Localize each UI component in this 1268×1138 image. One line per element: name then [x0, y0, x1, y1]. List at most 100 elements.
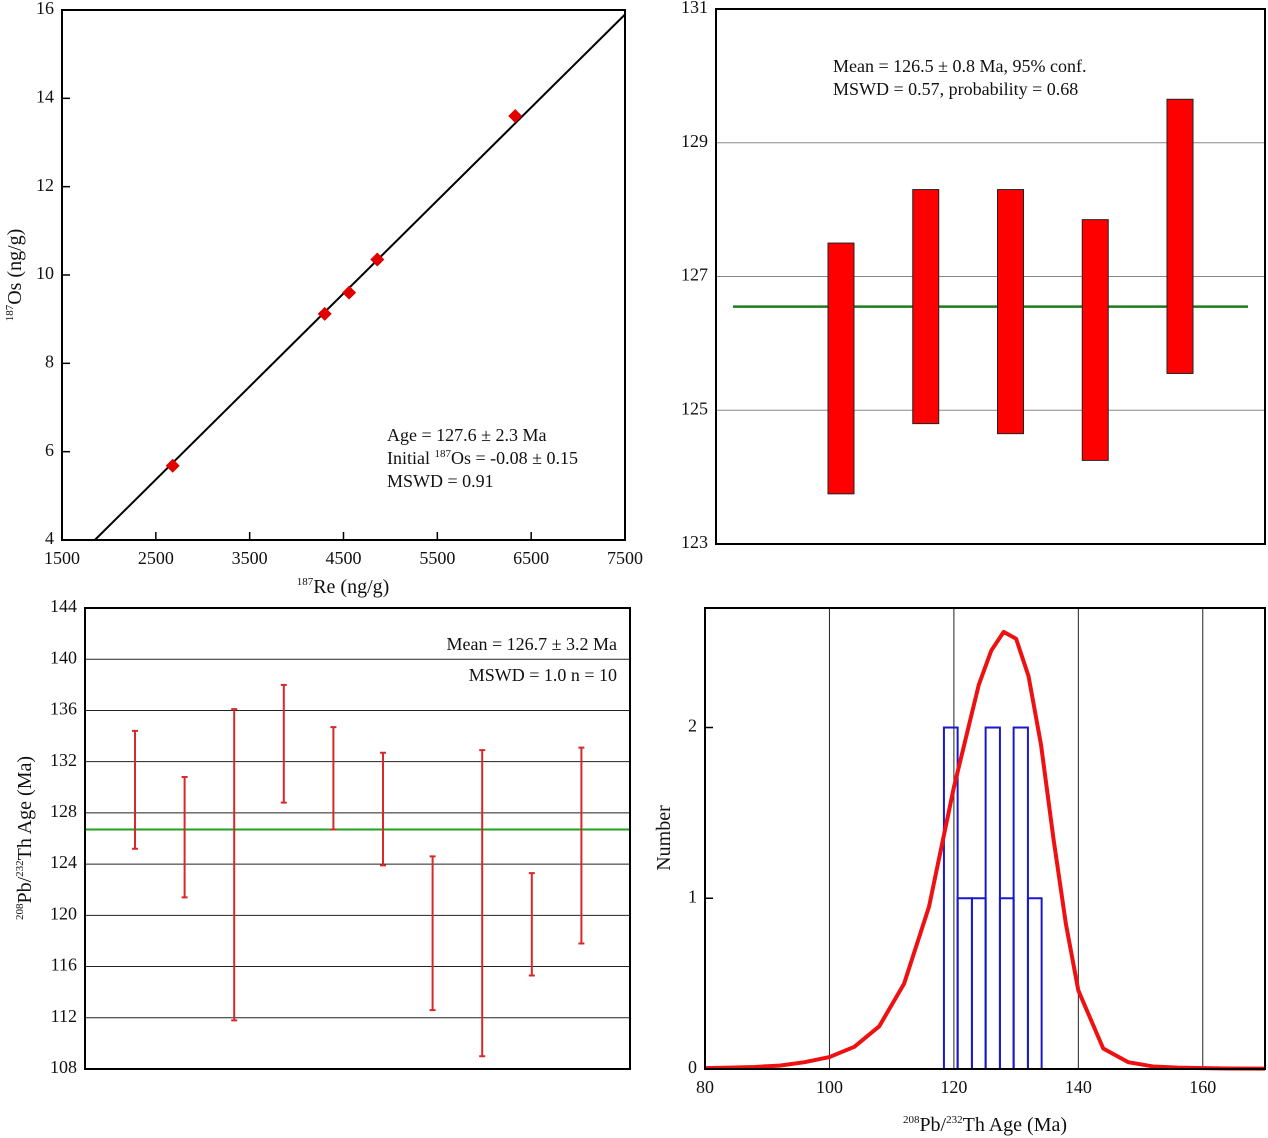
histogram-bar: [956, 897, 973, 1071]
x-tick-label: 5500: [419, 548, 455, 568]
error-bar: [578, 746, 585, 945]
label: Age = 127.6 ± 2.3 Ma: [387, 425, 547, 445]
histogram-bar: [984, 726, 1001, 1070]
error-bar: [181, 776, 188, 899]
plot-frame: [715, 8, 1266, 545]
plot-frame: [84, 607, 631, 1070]
range-bar: [827, 242, 855, 495]
label: 208Pb/232Th Age (Ma): [14, 756, 36, 920]
x-tick-label: 4500: [326, 548, 362, 568]
range-bar: [912, 189, 940, 425]
point: [165, 458, 180, 473]
label-text: Age = 127.6 ± 2.3 Ma: [387, 425, 547, 445]
error-bar: [132, 729, 138, 850]
y-tick-label: 6: [45, 440, 54, 460]
error-bar: [479, 749, 486, 1058]
y-tick-label: 127: [681, 265, 708, 285]
y-tick-label: 2: [688, 716, 697, 736]
error-bar: [380, 751, 386, 867]
label-text: Mean = 126.5 ± 0.8 Ma, 95% conf.: [833, 56, 1087, 76]
label: 187Os (ng/g): [4, 229, 26, 322]
label: MSWD = 1.0 n = 10: [469, 665, 617, 685]
x-tick-label: 1500: [44, 548, 80, 568]
range-bar: [1081, 219, 1109, 461]
label: Initial 187Os = -0.08 ± 0.15: [387, 448, 578, 469]
x-tick-label: 100: [816, 1077, 843, 1097]
label-text: Mean = 126.7 ± 3.2 Ma: [446, 634, 617, 654]
x-tick-label: 2500: [138, 548, 174, 568]
histogram-bar: [998, 897, 1015, 1071]
y-tick-label: 132: [50, 750, 77, 770]
y-tick-label: 10: [36, 263, 54, 283]
y-tick-label: 123: [681, 532, 708, 552]
point: [342, 285, 357, 300]
y-tick-label: 116: [51, 955, 77, 975]
label: Number: [653, 805, 675, 871]
label-text: Number: [653, 805, 675, 871]
y-tick-label: 129: [681, 131, 708, 151]
x-tick-label: 7500: [607, 548, 643, 568]
range-bar: [997, 189, 1024, 435]
range-bar: [1166, 98, 1194, 374]
y-tick-label: 131: [681, 0, 708, 17]
plot-frame: [704, 607, 1266, 1070]
point: [370, 252, 385, 267]
y-tick-label: 16: [36, 0, 54, 18]
x-tick-label: 80: [696, 1077, 714, 1097]
x-tick-label: 6500: [513, 548, 549, 568]
point: [317, 306, 332, 321]
label-text: Pb/: [14, 876, 36, 903]
point: [508, 109, 523, 123]
label: 208Pb/232Th Age (Ma): [903, 1114, 1067, 1136]
label: Mean = 126.7 ± 3.2 Ma: [446, 634, 617, 654]
y-tick-label: 120: [50, 903, 77, 923]
y-tick-label: 144: [50, 596, 77, 616]
superscript: 187: [435, 448, 452, 460]
label-text: MSWD = 0.57, probability = 0.68: [833, 79, 1078, 99]
label-text: Pb/: [919, 1114, 946, 1136]
y-tick-label: 4: [45, 528, 54, 548]
y-tick-label: 128: [50, 801, 77, 821]
y-tick-label: 12: [36, 175, 54, 195]
label: 187Re (ng/g): [297, 576, 390, 598]
plot-frame: [61, 9, 626, 541]
error-bar: [231, 708, 238, 1022]
superscript: 232: [14, 860, 26, 877]
x-tick-label: 140: [1065, 1077, 1092, 1097]
histogram-bar: [970, 897, 987, 1071]
label-text: Th Age (Ma): [14, 756, 36, 860]
y-tick-label: 136: [50, 699, 77, 719]
superscript: 208: [14, 903, 26, 920]
error-bar: [528, 872, 535, 977]
label-text: Th Age (Ma): [963, 1114, 1067, 1136]
label-text: Os = -0.08 ± 0.15: [451, 448, 578, 468]
label-text: Initial: [387, 448, 435, 468]
y-tick-label: 125: [681, 398, 708, 418]
label-text: Os (ng/g): [4, 229, 26, 305]
histogram-bar: [1012, 726, 1029, 1070]
y-tick-label: 124: [50, 852, 77, 872]
probability-curve: [704, 629, 1266, 1071]
histogram-bar: [1026, 897, 1043, 1071]
y-tick-label: 14: [36, 86, 54, 106]
superscript: 187: [4, 304, 16, 321]
superscript: 208: [903, 1114, 920, 1126]
x-tick-label: 3500: [232, 548, 268, 568]
fit-line: [94, 13, 625, 540]
y-tick-label: 140: [50, 647, 77, 667]
y-tick-label: 112: [51, 1006, 77, 1026]
x-tick-label: 120: [940, 1077, 967, 1097]
x-tick-label: 160: [1189, 1077, 1216, 1097]
error-bar: [429, 855, 436, 1012]
label: MSWD = 0.57, probability = 0.68: [833, 79, 1078, 99]
y-tick-label: 8: [45, 351, 54, 371]
y-tick-label: 1: [688, 886, 697, 906]
y-tick-label: 0: [688, 1057, 697, 1077]
y-tick-label: 108: [50, 1057, 77, 1077]
error-bar: [330, 726, 337, 831]
error-bar: [280, 683, 287, 804]
label: MSWD = 0.91: [387, 471, 494, 491]
label-text: MSWD = 1.0 n = 10: [469, 665, 617, 685]
superscript: 232: [946, 1114, 963, 1126]
